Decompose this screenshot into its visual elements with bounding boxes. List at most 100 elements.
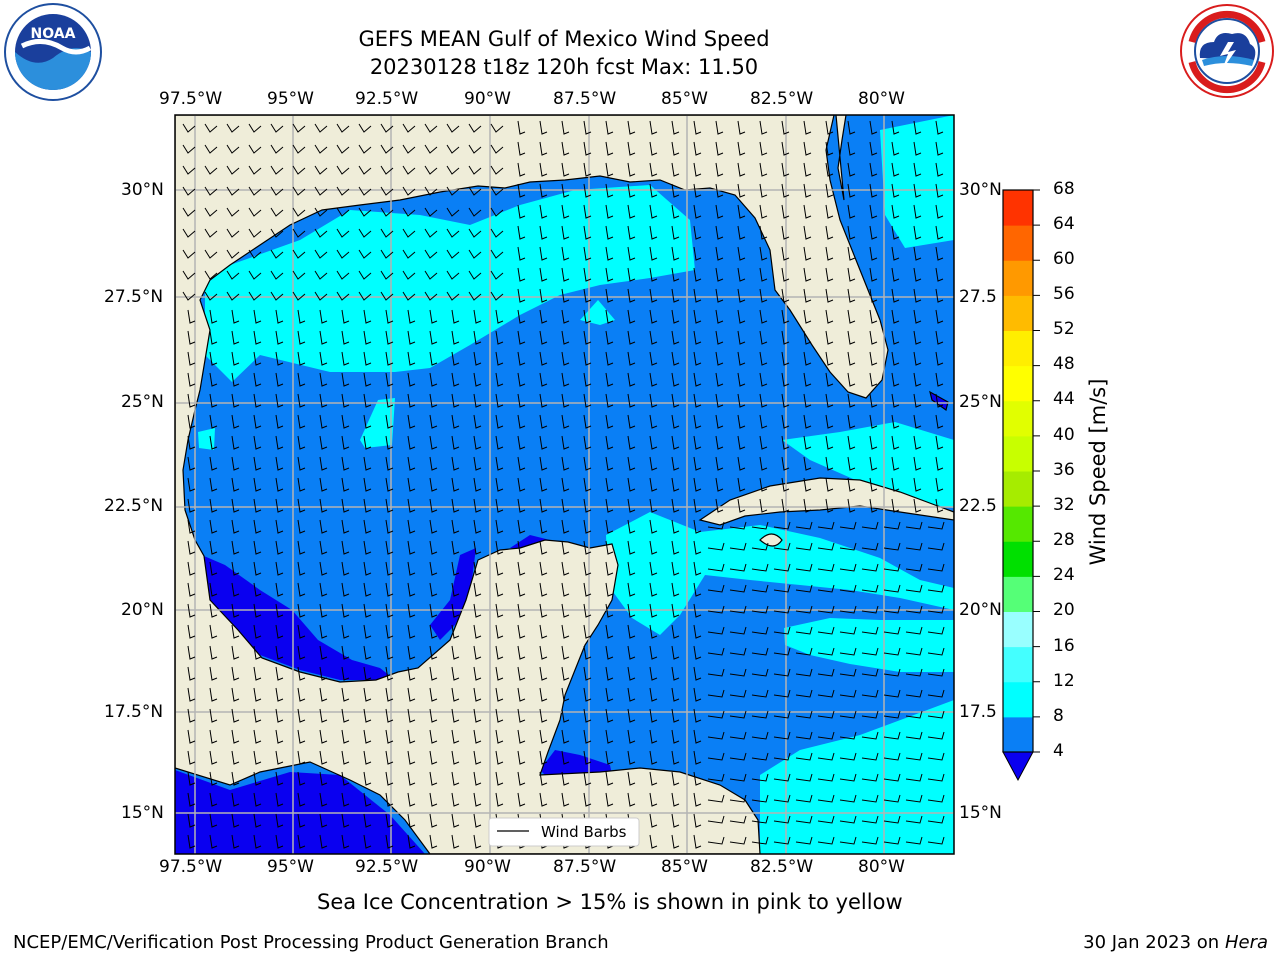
- wind-barb: [451, 708, 460, 723]
- wind-barb: [839, 836, 857, 845]
- wind-barb: [517, 582, 526, 597]
- wind-barbs: [182, 120, 945, 849]
- wind-barb: [825, 393, 834, 408]
- wind-barb: [605, 624, 614, 639]
- lon-label-top: 90°W: [464, 89, 511, 109]
- wind-barb: [407, 330, 416, 345]
- wind-barb: [561, 687, 570, 702]
- wind-barb: [627, 435, 636, 450]
- wind-barb: [913, 288, 922, 303]
- wind-barb: [583, 372, 592, 387]
- wind-barb: [341, 372, 350, 387]
- wind-barb: [363, 834, 372, 849]
- wind-barb: [883, 563, 901, 572]
- wind-barb: [693, 771, 702, 786]
- wind-barb: [773, 668, 791, 677]
- wind-barb: [424, 291, 438, 301]
- wind-barb: [341, 414, 350, 429]
- wind-barb: [817, 836, 835, 845]
- wind-barb: [729, 563, 747, 572]
- wind-barb: [927, 794, 945, 803]
- wind-barb: [927, 605, 945, 614]
- wind-barb: [407, 603, 416, 618]
- wind-barb: [209, 498, 218, 513]
- wind-barb: [231, 477, 240, 492]
- wind-barb: [248, 291, 262, 301]
- wind-barb: [253, 771, 262, 786]
- wind-barb: [297, 456, 306, 471]
- wind-barb: [729, 689, 747, 698]
- wind-barb: [605, 393, 614, 408]
- wind-barb: [627, 204, 636, 219]
- colorbar-tick-label: 36: [1053, 460, 1075, 480]
- wind-barb: [451, 393, 460, 408]
- wind-barb: [451, 729, 460, 744]
- wind-barb: [275, 456, 284, 471]
- wind-barb: [429, 498, 438, 513]
- wind-barb: [583, 624, 592, 639]
- wind-barb: [231, 771, 240, 786]
- wind-barb: [935, 456, 944, 471]
- wind-barb: [204, 144, 218, 154]
- wind-barb: [825, 435, 834, 450]
- wind-barb: [803, 246, 812, 261]
- wind-barb: [539, 372, 548, 387]
- wind-barb: [913, 141, 922, 156]
- land-florida-tip: [835, 115, 847, 201]
- wind-barb: [539, 540, 548, 555]
- wind-barb: [187, 372, 196, 387]
- wind-barb: [605, 183, 614, 198]
- wind-barb: [297, 540, 306, 555]
- wind-barb: [605, 771, 614, 786]
- wind-barb: [707, 521, 725, 530]
- lon-label-bottom: 82.5°W: [750, 857, 814, 877]
- wind-barb: [905, 668, 923, 677]
- wind-barb: [671, 267, 680, 282]
- wind-barb: [424, 207, 438, 217]
- wind-barb: [363, 561, 372, 576]
- wind-barb: [693, 561, 702, 576]
- wind-barb: [861, 815, 879, 824]
- wind-barb: [341, 519, 350, 534]
- wind-barb: [839, 794, 857, 803]
- wind-barb: [715, 183, 724, 198]
- wind-barb: [729, 521, 747, 530]
- wind-barb: [561, 141, 570, 156]
- wind-barb: [341, 498, 350, 513]
- wind-barb: [729, 605, 747, 614]
- wind-barb: [693, 246, 702, 261]
- wind-barb: [451, 645, 460, 660]
- cyan-band-yucatan: [606, 512, 954, 635]
- wind-barb: [187, 771, 196, 786]
- wind-barb: [671, 225, 680, 240]
- wind-barb: [627, 225, 636, 240]
- wind-barb: [913, 372, 922, 387]
- wind-barb: [495, 498, 504, 513]
- wind-barb: [751, 731, 769, 740]
- wind-barb: [187, 309, 196, 324]
- low-wind-honduras-coast: [540, 750, 612, 775]
- wind-barb: [693, 288, 702, 303]
- wind-barb: [627, 393, 636, 408]
- wind-barb: [737, 267, 746, 282]
- wind-barb: [561, 435, 570, 450]
- wind-barb: [627, 267, 636, 282]
- wind-barb: [693, 498, 702, 513]
- wind-barb: [539, 519, 548, 534]
- wind-barb: [759, 330, 768, 345]
- wind-barb: [693, 792, 702, 807]
- wind-barb: [913, 414, 922, 429]
- wind-barb: [627, 120, 636, 135]
- wind-barb: [913, 351, 922, 366]
- wind-barb: [407, 435, 416, 450]
- wind-barb: [407, 729, 416, 744]
- wind-barb: [795, 563, 813, 572]
- land-cuba: [698, 477, 954, 526]
- wind-barb: [297, 393, 306, 408]
- wind-barb: [231, 372, 240, 387]
- wind-barb: [209, 582, 218, 597]
- wind-barb: [561, 792, 570, 807]
- wind-barb: [473, 708, 482, 723]
- wind-barb: [773, 836, 791, 845]
